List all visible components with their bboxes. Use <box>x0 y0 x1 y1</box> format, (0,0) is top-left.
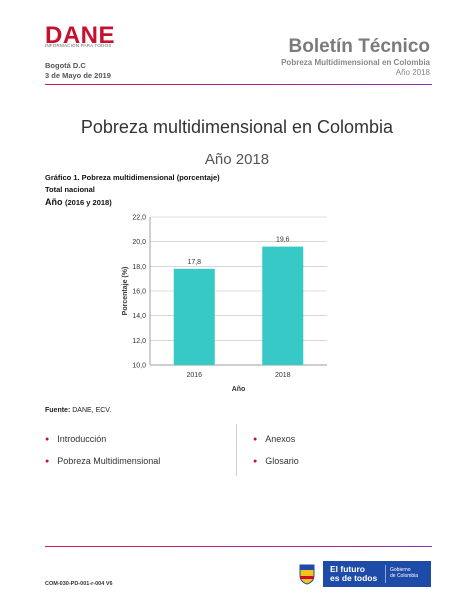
index-label: Introducción <box>57 434 107 444</box>
data-label: 19,6 <box>276 237 290 244</box>
page-title: Pobreza multidimensional en Colombia <box>80 117 394 137</box>
footer-divider <box>45 546 432 547</box>
y-axis-title: Porcentaje (%) <box>122 267 129 316</box>
gov-name: Gobierno de Colombia <box>390 567 419 579</box>
coat-of-arms-icon <box>299 564 315 585</box>
y-tick-label: 20,0 <box>132 239 146 246</box>
dane-logo-subtitle: INFORMACIÓN PARA TODOS <box>45 43 112 48</box>
city: Bogotá D.C <box>45 61 86 70</box>
bar-2018 <box>262 246 304 365</box>
y-tick-label: 14,0 <box>132 313 146 320</box>
bar-2016 <box>173 268 215 365</box>
bullet-icon: ● <box>45 458 50 465</box>
index-item-introduccion[interactable]: ● Introducción <box>45 434 106 444</box>
index-label: Glosario <box>265 456 299 466</box>
bullet-icon: ● <box>253 436 258 443</box>
header-divider <box>45 84 432 85</box>
graph-scope: Total nacional <box>45 185 95 194</box>
gov-slogan: El futuro es de todos <box>330 564 378 583</box>
y-tick-label: 18,0 <box>132 264 146 271</box>
index-item-glosario[interactable]: ● Glosario <box>253 456 299 466</box>
index-label: Pobreza Multidimensional <box>57 456 161 466</box>
graph-year-range: (2016 y 2018) <box>65 198 112 207</box>
index-item-anexos[interactable]: ● Anexos <box>253 434 295 444</box>
y-tick-label: 12,0 <box>132 338 146 345</box>
bar-chart: 10,0 12,0 14,0 16,0 18,0 20,0 22,0 17,8 2016 19,6… <box>122 215 327 393</box>
bulletin-year: Año 2018 <box>395 68 430 77</box>
index-divider <box>236 424 237 476</box>
y-tick-label: 16,0 <box>132 289 146 296</box>
bullet-icon: ● <box>45 436 50 443</box>
gov-separator <box>385 565 386 583</box>
source-note: Fuente: DANE, ECV. <box>45 407 111 414</box>
date: 3 de Mayo de 2019 <box>45 71 111 80</box>
graph-title: Gráfico 1. Pobreza multidimensional (por… <box>45 173 220 182</box>
document-code: COM-030-PD-001-r-004 V6 <box>45 581 113 587</box>
index-item-pobreza[interactable]: ● Pobreza Multidimensional <box>45 456 160 466</box>
bulletin-title: Boletín Técnico <box>288 36 430 57</box>
index-label: Anexos <box>265 434 296 444</box>
data-label: 17,8 <box>187 259 201 266</box>
x-tick-label: 2016 <box>186 372 202 379</box>
bullet-icon: ● <box>253 458 258 465</box>
y-tick-label: 22,0 <box>132 215 146 222</box>
bulletin-subtitle: Pobreza Multidimensional en Colombia <box>281 58 430 67</box>
x-tick-label: 2018 <box>275 372 291 379</box>
graph-year: Año (2016 y 2018) <box>45 197 112 207</box>
location-date: Bogotá D.C 3 de Mayo de 2019 <box>45 61 111 81</box>
graph-year-label: Año <box>45 197 63 207</box>
y-tick-label: 10,0 <box>132 363 146 370</box>
dane-logo: DANE <box>45 22 116 49</box>
source-value: DANE, ECV. <box>72 407 112 414</box>
government-logo: El futuro es de todos Gobierno de Colomb… <box>323 561 431 587</box>
page-year: Año 2018 <box>204 151 270 168</box>
x-axis-title: Año <box>232 386 246 393</box>
source-label: Fuente: <box>45 407 71 414</box>
